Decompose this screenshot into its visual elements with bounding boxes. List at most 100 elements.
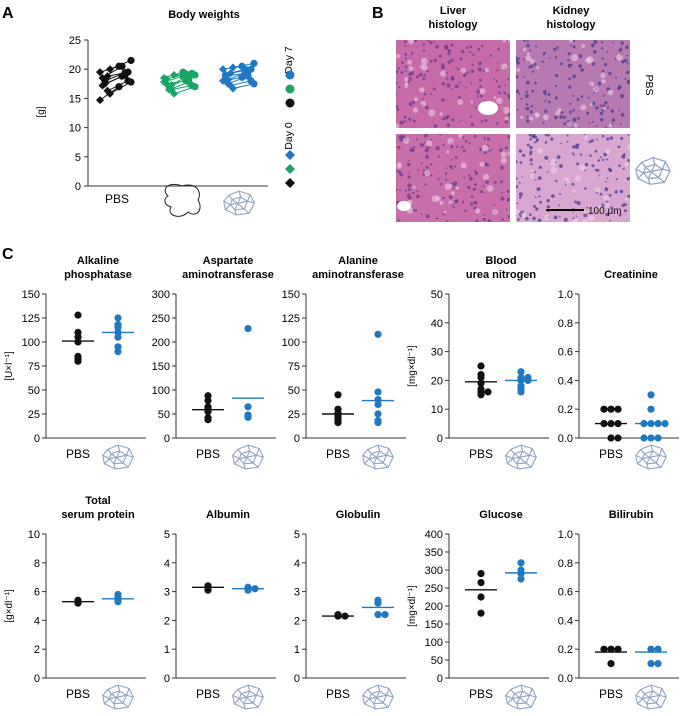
- nucleus-speck: [420, 73, 423, 76]
- nucleus-speck: [590, 139, 594, 143]
- row-label-pbs: PBS: [643, 74, 655, 95]
- nucleus-speck: [604, 126, 607, 128]
- data-point: [74, 357, 82, 365]
- cytoplasm-speck: [458, 134, 463, 139]
- nucleus-speck: [413, 40, 417, 43]
- nucleus-speck: [568, 85, 572, 89]
- data-point: [244, 324, 252, 333]
- nucleus-speck: [425, 134, 428, 136]
- nucleus-speck: [625, 70, 630, 74]
- nucleus-speck: [532, 216, 536, 221]
- nucleus-speck: [413, 146, 416, 149]
- nucleus-speck: [573, 154, 576, 157]
- nucleus-speck: [478, 67, 483, 72]
- nucleus-speck: [575, 215, 578, 218]
- xlabel-pbs: PBS: [66, 447, 90, 461]
- nucleus-speck: [520, 97, 523, 100]
- y-tick-label: 1: [164, 644, 170, 656]
- nucleus-speck: [483, 136, 486, 139]
- cytoplasm-speck: [544, 214, 551, 221]
- nucleus-speck: [470, 82, 473, 85]
- nucleus-speck: [407, 159, 410, 162]
- nucleus-speck: [461, 49, 465, 54]
- cytoplasm-speck: [529, 174, 534, 179]
- nucleus-speck: [584, 162, 589, 167]
- nucleus-speck: [489, 54, 492, 57]
- nucleus-speck: [526, 103, 529, 106]
- cytoplasm-speck: [580, 104, 587, 111]
- y-tick-label: 3: [164, 587, 170, 599]
- y-tick-label: 250: [152, 313, 170, 325]
- cytoplasm-speck: [481, 144, 489, 152]
- data-point: [607, 434, 615, 442]
- y-tick-label: 400: [425, 529, 443, 541]
- data-point: [614, 645, 622, 653]
- panel-a-ylabel: [g]: [36, 106, 47, 117]
- nucleus-speck: [446, 167, 449, 169]
- y-tick-label: 25: [28, 409, 40, 421]
- nucleus-speck: [591, 62, 596, 66]
- nucleus-speck: [551, 194, 555, 198]
- cytoplasm-speck: [520, 115, 524, 120]
- nucleus-speck: [505, 208, 508, 210]
- nucleus-speck: [621, 60, 625, 64]
- nucleus-speck: [627, 134, 630, 136]
- nucleus-speck: [567, 59, 570, 62]
- nucleus-speck: [576, 201, 581, 205]
- nucleus-speck: [416, 190, 419, 193]
- nucleus-speck: [529, 137, 532, 141]
- legend-day0-label: Day 0: [283, 122, 295, 150]
- xlabel-pbs: PBS: [196, 447, 220, 461]
- y-tick-label: 100: [152, 385, 170, 397]
- nucleus-speck: [424, 148, 429, 153]
- nucleus-speck: [572, 117, 577, 122]
- data-point: [517, 368, 525, 376]
- y-tick-label: 2: [164, 615, 170, 627]
- subplot-title: Bilirubin: [609, 509, 654, 521]
- cytoplasm-speck: [403, 137, 410, 144]
- nucleus-speck: [619, 123, 622, 126]
- nucleus-speck: [606, 177, 609, 179]
- nucleus-speck: [430, 93, 433, 96]
- nucleus-speck: [484, 138, 486, 141]
- nucleus-speck: [570, 44, 572, 47]
- nucleus-speck: [404, 45, 407, 47]
- nucleus-speck: [605, 186, 607, 189]
- nucleus-speck: [546, 198, 550, 203]
- nucleus-speck: [571, 182, 575, 186]
- nucleus-speck: [493, 180, 497, 184]
- dna-cage-icon: [232, 684, 264, 710]
- cytoplasm-speck: [479, 161, 485, 168]
- nucleus-speck: [507, 94, 510, 98]
- day7-point: [250, 80, 258, 88]
- nucleus-speck: [457, 68, 460, 71]
- cytoplasm-speck: [582, 219, 588, 222]
- nucleus-speck: [532, 134, 536, 138]
- y-tick-label: 0: [294, 433, 300, 445]
- nucleus-speck: [439, 134, 442, 136]
- cytoplasm-speck: [526, 52, 530, 56]
- paired-line: [227, 71, 249, 81]
- nucleus-speck: [534, 196, 537, 199]
- legend-day0-marker: [285, 150, 295, 160]
- nucleus-speck: [472, 53, 475, 56]
- nucleus-speck: [580, 95, 584, 98]
- cytoplasm-speck: [479, 88, 486, 95]
- y-tick-label: 15: [69, 93, 81, 105]
- nucleus-speck: [558, 204, 561, 207]
- nucleus-speck: [623, 209, 627, 213]
- nucleus-speck: [618, 213, 622, 217]
- data-point: [204, 586, 212, 594]
- nucleus-speck: [536, 187, 541, 192]
- nucleus-speck: [470, 115, 473, 118]
- cell-shape-icon: [164, 183, 201, 217]
- subplot-ylabel: [g×dl⁻¹]: [4, 589, 15, 623]
- nucleus-speck: [470, 69, 475, 74]
- nucleus-speck: [441, 82, 445, 86]
- day7-point: [124, 68, 132, 76]
- data-point: [647, 434, 655, 442]
- nucleus-speck: [597, 159, 600, 162]
- y-tick-label: 125: [282, 313, 300, 325]
- nucleus-speck: [416, 138, 419, 140]
- liver-title-line2: histology: [429, 19, 479, 31]
